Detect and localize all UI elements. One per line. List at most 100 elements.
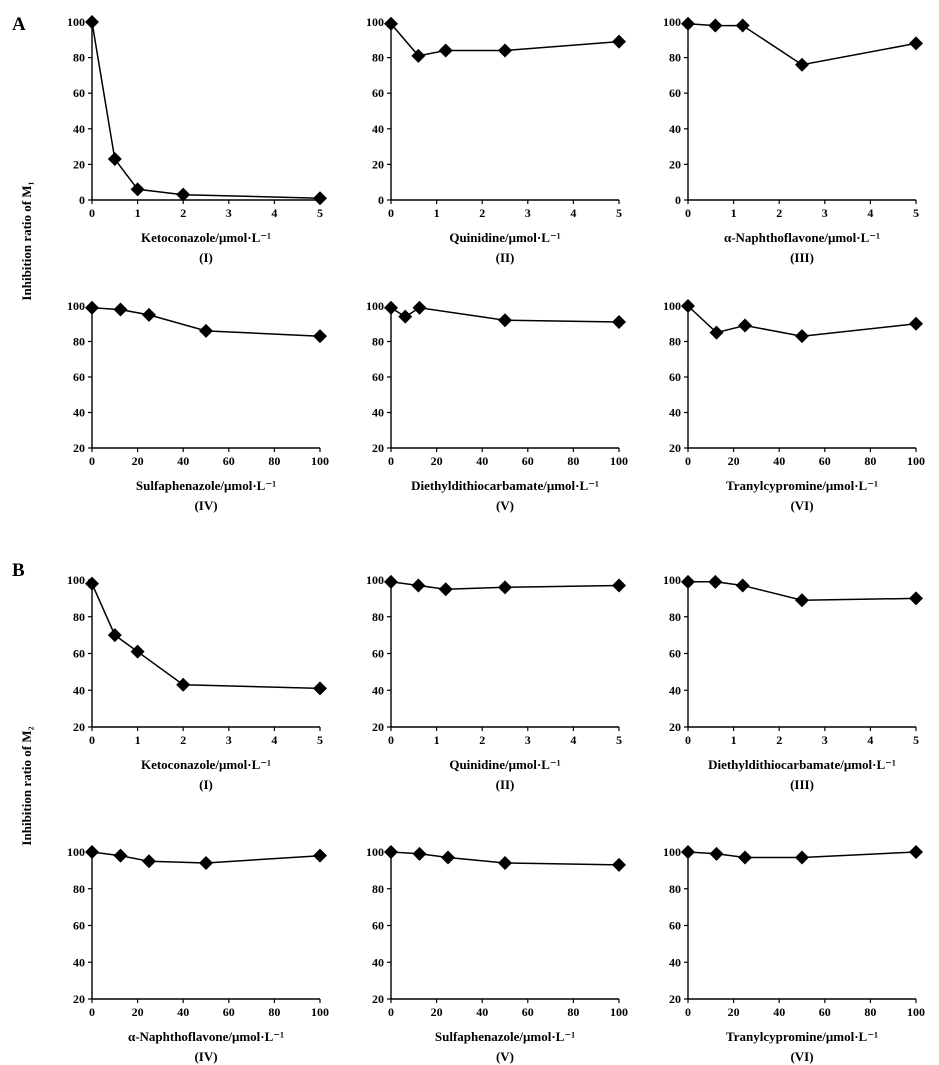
x-tick-label: 2 [180, 733, 186, 747]
x-tick-label: 80 [567, 454, 579, 468]
x-tick-label: 5 [913, 206, 919, 220]
x-tick-label: 5 [616, 733, 622, 747]
y-tick-label: 20 [372, 992, 384, 1006]
data-point [113, 302, 128, 317]
x-axis-label: Sulfaphenazole/μmol·L⁻¹ [135, 478, 277, 493]
y-tick-label: 100 [663, 845, 681, 859]
chart-5: 20 40 60 80 100 0 20 40 60 80 100 [366, 299, 628, 468]
y-tick-label: 100 [366, 15, 384, 29]
y-tick-label: 40 [73, 122, 85, 136]
y-tick-label: 80 [669, 610, 681, 624]
x-tick-label: 4 [570, 206, 576, 220]
y-tick-label: 60 [73, 647, 85, 661]
x-tick-label: 2 [776, 206, 782, 220]
x-axis-label: Quinidine/μmol·L⁻¹ [449, 230, 561, 245]
x-axis-label: α-Naphthoflavone/μmol·L⁻¹ [127, 1029, 285, 1044]
y-tick-label: 60 [73, 370, 85, 384]
y-tick-label: 100 [366, 299, 384, 313]
x-tick-label: 3 [226, 733, 232, 747]
x-axis-label: Tranylcypromine/μmol·L⁻¹ [726, 478, 878, 493]
y-tick-label: 100 [67, 573, 85, 587]
x-tick-label: 100 [907, 454, 925, 468]
x-tick-label: 40 [476, 1005, 488, 1019]
x-tick-label: 3 [525, 206, 531, 220]
y-tick-label: 80 [73, 335, 85, 349]
y-tick-label: 20 [669, 720, 681, 734]
x-tick-label: 4 [867, 206, 873, 220]
x-tick-label: 60 [522, 1005, 534, 1019]
data-point [199, 323, 213, 338]
data-point [709, 846, 724, 861]
x-tick-label: 0 [685, 733, 691, 747]
data-point [498, 580, 512, 595]
y-tick-label: 20 [669, 157, 681, 171]
x-tick-label: 20 [132, 1005, 144, 1019]
data-point [85, 845, 99, 859]
y-tick-label: 100 [663, 15, 681, 29]
x-tick-label: 5 [616, 206, 622, 220]
data-point [795, 850, 809, 865]
chart-9: 20 40 60 80 100 0 1 2 3 4 5 [663, 573, 923, 747]
data-point [795, 593, 809, 608]
data-point [313, 329, 327, 344]
y-tick-label: 100 [67, 15, 85, 29]
data-point [738, 318, 752, 333]
data-point [130, 644, 145, 659]
x-tick-label: 0 [685, 206, 691, 220]
data-point [498, 856, 512, 871]
y-tick-label: 20 [73, 720, 85, 734]
y-tick-label: 20 [73, 992, 85, 1006]
data-point [498, 313, 512, 328]
data-point [199, 856, 213, 871]
panel-caption: (VI) [790, 498, 814, 513]
y-tick-label: 20 [669, 992, 681, 1006]
y-tick-label: 100 [67, 845, 85, 859]
x-tick-label: 4 [271, 206, 277, 220]
x-tick-label: 0 [89, 733, 95, 747]
x-tick-label: 5 [913, 733, 919, 747]
data-point [795, 57, 809, 72]
x-tick-label: 3 [525, 733, 531, 747]
x-tick-label: 0 [388, 206, 394, 220]
y-tick-label: 20 [372, 157, 384, 171]
chart-7: 20 40 60 80 100 0 1 2 3 4 5 [67, 573, 327, 747]
x-tick-label: 2 [479, 733, 485, 747]
x-tick-label: 60 [819, 1005, 831, 1019]
x-tick-label: 20 [132, 454, 144, 468]
data-point [709, 325, 724, 340]
data-point [107, 152, 122, 167]
chart-4: 20 40 60 80 100 0 20 40 60 80 100 [67, 299, 329, 468]
data-point [384, 300, 398, 315]
data-point [85, 300, 99, 315]
data-point [681, 16, 695, 31]
y-tick-label: 80 [372, 882, 384, 896]
y-tick-label: 80 [73, 882, 85, 896]
data-point [142, 854, 156, 869]
data-point [612, 34, 626, 49]
panel-caption: (IV) [194, 1049, 218, 1064]
data-point [738, 850, 752, 865]
x-tick-label: 1 [731, 206, 737, 220]
panel-caption: (III) [790, 250, 814, 265]
y-tick-label: 60 [73, 919, 85, 933]
x-tick-label: 1 [434, 733, 440, 747]
x-tick-label: 0 [388, 454, 394, 468]
y-tick-label: 60 [372, 647, 384, 661]
chart-11: 20 40 60 80 100 0 20 40 60 80 100 [366, 845, 628, 1019]
data-point [398, 309, 413, 324]
panel-caption: (I) [199, 250, 213, 265]
y-tick-label: 0 [675, 193, 681, 207]
y-tick-label: 40 [372, 406, 384, 420]
y-tick-label: 40 [669, 955, 681, 969]
y-tick-label: 100 [663, 299, 681, 313]
data-point [130, 182, 145, 197]
y-tick-label: 40 [73, 406, 85, 420]
data-point [411, 48, 426, 63]
y-tick-label: 40 [73, 955, 85, 969]
data-point [384, 574, 398, 589]
x-tick-label: 100 [610, 454, 628, 468]
y-tick-label: 20 [372, 720, 384, 734]
x-tick-label: 100 [610, 1005, 628, 1019]
data-point [681, 574, 695, 589]
